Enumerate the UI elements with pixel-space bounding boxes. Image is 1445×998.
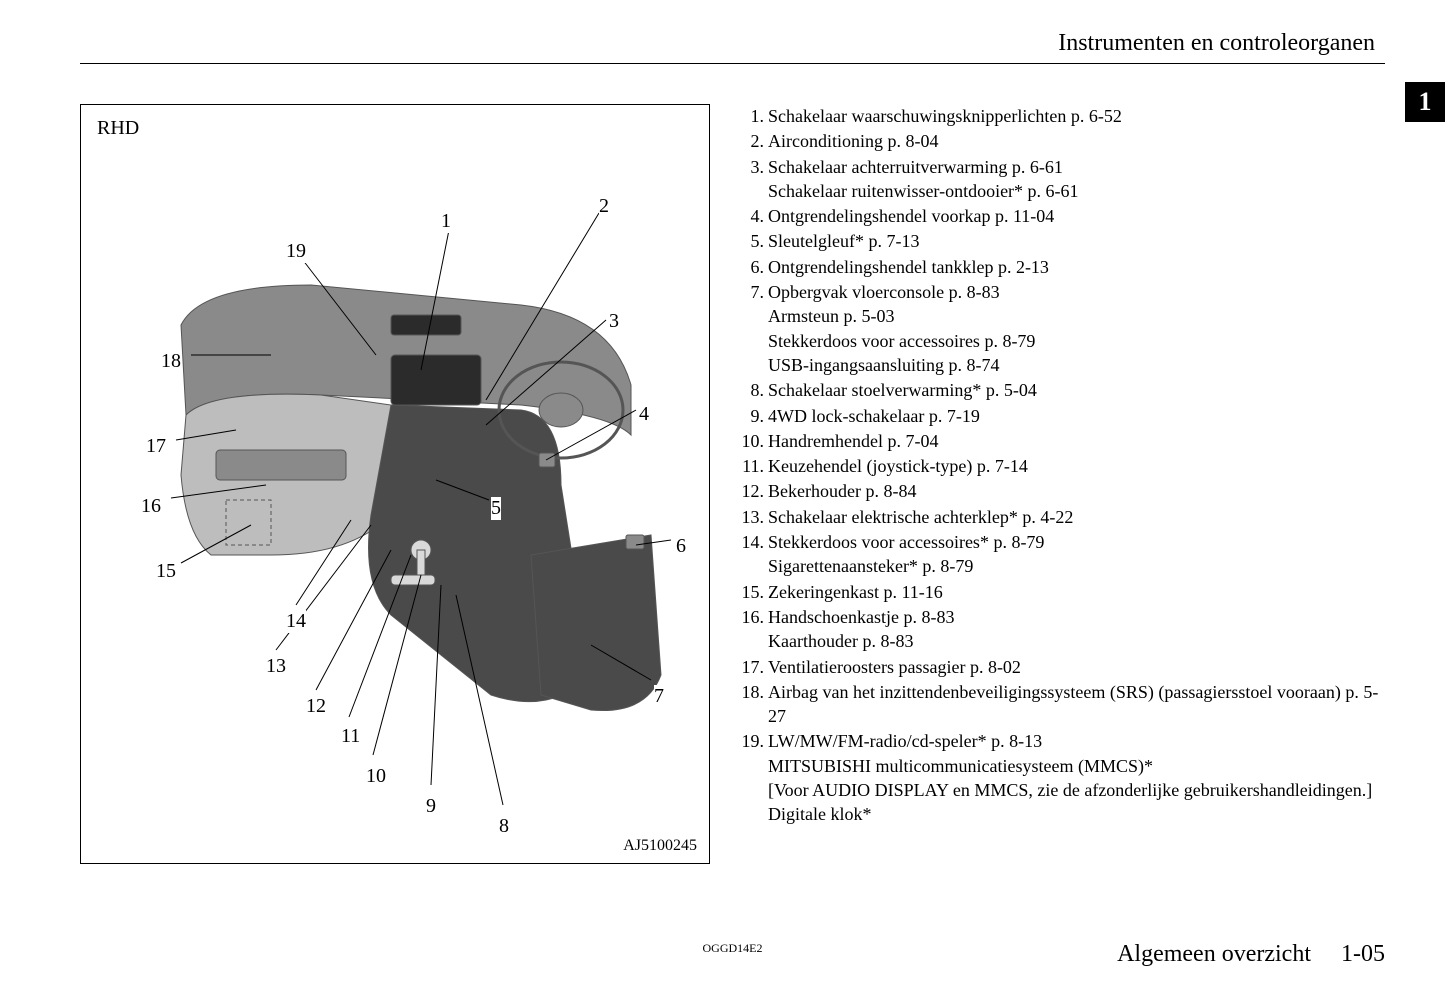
legend-item: 6.Ontgrendelingshendel tankklep p. 2-13 — [740, 255, 1385, 279]
legend-item-number: 13. — [740, 505, 768, 529]
legend-item-number: 6. — [740, 255, 768, 279]
callout-number: 16 — [141, 495, 161, 518]
legend-item-number: 19. — [740, 729, 768, 826]
callout-number: 5 — [491, 497, 501, 520]
legend-item-text: Sleutelgleuf* p. 7-13 — [768, 229, 1385, 253]
legend-item: 5.Sleutelgleuf* p. 7-13 — [740, 229, 1385, 253]
legend-item: 15.Zekeringenkast p. 11-16 — [740, 580, 1385, 604]
legend-item: 18.Airbag van het inzittendenbeveiliging… — [740, 680, 1385, 729]
legend-item: 12.Bekerhouder p. 8-84 — [740, 479, 1385, 503]
legend-item: 19.LW/MW/FM-radio/cd-speler* p. 8-13MITS… — [740, 729, 1385, 826]
legend-item-text: Ontgrendelingshendel voorkap p. 11-04 — [768, 204, 1385, 228]
callout-number: 9 — [426, 795, 436, 818]
legend-item-text: Airbag van het inzittendenbeveiligingssy… — [768, 680, 1385, 729]
legend-item: 13.Schakelaar elektrische achterklep* p.… — [740, 505, 1385, 529]
legend-item-text: LW/MW/FM-radio/cd-speler* p. 8-13MITSUBI… — [768, 729, 1385, 826]
legend-list: 1.Schakelaar waarschuwingsknipperlichten… — [740, 104, 1385, 864]
legend-item-text: Keuzehendel (joystick-type) p. 7-14 — [768, 454, 1385, 478]
legend-item-number: 16. — [740, 605, 768, 654]
legend-item-number: 12. — [740, 479, 768, 503]
legend-item-number: 3. — [740, 155, 768, 204]
callout-number: 4 — [639, 403, 649, 426]
legend-item-number: 8. — [740, 378, 768, 402]
legend-item-number: 17. — [740, 655, 768, 679]
callout-number: 13 — [266, 655, 286, 678]
legend-item: 10.Handremhendel p. 7-04 — [740, 429, 1385, 453]
legend-item: 8.Schakelaar stoelverwarming* p. 5-04 — [740, 378, 1385, 402]
legend-item-number: 11. — [740, 454, 768, 478]
legend-item-text: Handremhendel p. 7-04 — [768, 429, 1385, 453]
legend-item-text: Schakelaar achterruitverwarming p. 6-61S… — [768, 155, 1385, 204]
legend-item-number: 15. — [740, 580, 768, 604]
legend-item-number: 2. — [740, 129, 768, 153]
legend-item-number: 7. — [740, 280, 768, 377]
legend-item-number: 14. — [740, 530, 768, 579]
legend-item-number: 10. — [740, 429, 768, 453]
legend-item-text: Opbergvak vloerconsole p. 8-83Armsteun p… — [768, 280, 1385, 377]
callout-number: 12 — [306, 695, 326, 718]
legend-item-text: 4WD lock-schakelaar p. 7-19 — [768, 404, 1385, 428]
footer-page-number: 1-05 — [1341, 941, 1385, 968]
callout-number: 6 — [676, 535, 686, 558]
page-header-title: Instrumenten en controleorganen — [80, 30, 1385, 63]
legend-item: 7.Opbergvak vloerconsole p. 8-83Armsteun… — [740, 280, 1385, 377]
figure-variant-label: RHD — [97, 117, 139, 140]
legend-item: 16.Handschoenkastje p. 8-83Kaarthouder p… — [740, 605, 1385, 654]
legend-item-text: Bekerhouder p. 8-84 — [768, 479, 1385, 503]
callout-number: 11 — [341, 725, 360, 748]
legend-item-text: Schakelaar waarschuwingsknipperlichten p… — [768, 104, 1385, 128]
figure-image-code: AJ5100245 — [623, 837, 697, 855]
callout-number: 3 — [609, 310, 619, 333]
callout-number: 18 — [161, 350, 181, 373]
callout-number: 14 — [286, 610, 306, 633]
legend-item-number: 18. — [740, 680, 768, 729]
footer-section-title: Algemeen overzicht — [1117, 941, 1311, 968]
legend-item-text: Stekkerdoos voor accessoires* p. 8-79Sig… — [768, 530, 1385, 579]
legend-item: 1.Schakelaar waarschuwingsknipperlichten… — [740, 104, 1385, 128]
footer-doc-code: OGGD14E2 — [703, 941, 763, 956]
legend-item: 17.Ventilatieroosters passagier p. 8-02 — [740, 655, 1385, 679]
legend-item-text: Schakelaar stoelverwarming* p. 5-04 — [768, 378, 1385, 402]
callout-number: 10 — [366, 765, 386, 788]
legend-item-text: Airconditioning p. 8-04 — [768, 129, 1385, 153]
legend-item: 14.Stekkerdoos voor accessoires* p. 8-79… — [740, 530, 1385, 579]
callout-number: 1 — [441, 210, 451, 233]
callout-number: 2 — [599, 195, 609, 218]
legend-item-number: 9. — [740, 404, 768, 428]
legend-item: 4.Ontgrendelingshendel voorkap p. 11-04 — [740, 204, 1385, 228]
legend-item-text: Zekeringenkast p. 11-16 — [768, 580, 1385, 604]
dashboard-diagram: 12345678910111213141516171819 — [91, 155, 701, 815]
legend-item-text: Handschoenkastje p. 8-83Kaarthouder p. 8… — [768, 605, 1385, 654]
header-rule — [80, 63, 1385, 64]
legend-item-text: Ventilatieroosters passagier p. 8-02 — [768, 655, 1385, 679]
legend-item-text: Schakelaar elektrische achterklep* p. 4-… — [768, 505, 1385, 529]
callout-number: 8 — [499, 815, 509, 838]
legend-item-number: 5. — [740, 229, 768, 253]
legend-item: 3.Schakelaar achterruitverwarming p. 6-6… — [740, 155, 1385, 204]
callout-number: 15 — [156, 560, 176, 583]
legend-item-number: 1. — [740, 104, 768, 128]
legend-item: 2.Airconditioning p. 8-04 — [740, 129, 1385, 153]
legend-item-number: 4. — [740, 204, 768, 228]
figure-box: RHD 12345678910111213141516171819 AJ5100… — [80, 104, 710, 864]
callout-number: 19 — [286, 240, 306, 263]
legend-item: 9.4WD lock-schakelaar p. 7-19 — [740, 404, 1385, 428]
legend-item-text: Ontgrendelingshendel tankklep p. 2-13 — [768, 255, 1385, 279]
callout-number: 17 — [146, 435, 166, 458]
legend-item: 11.Keuzehendel (joystick-type) p. 7-14 — [740, 454, 1385, 478]
callout-number: 7 — [654, 685, 664, 708]
chapter-tab: 1 — [1405, 82, 1445, 122]
